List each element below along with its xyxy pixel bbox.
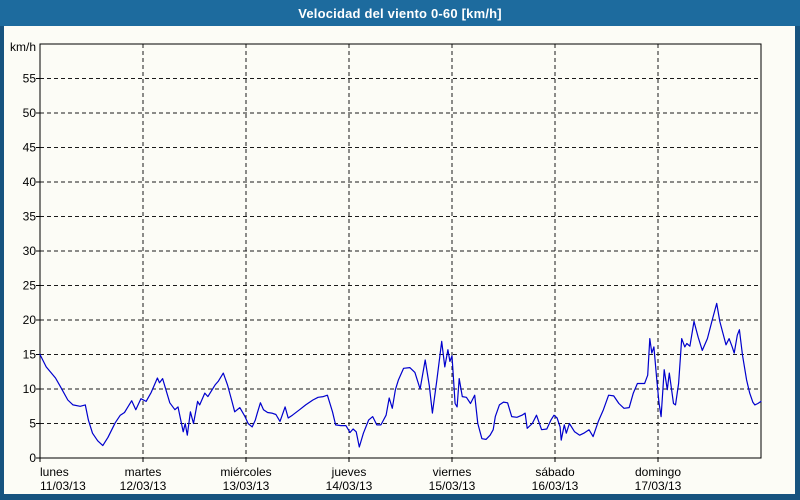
chart-panel <box>4 26 795 494</box>
chart-title: Velocidad del viento 0-60 [km/h] <box>298 5 502 21</box>
chart-title-bar: Velocidad del viento 0-60 [km/h] <box>0 0 800 26</box>
